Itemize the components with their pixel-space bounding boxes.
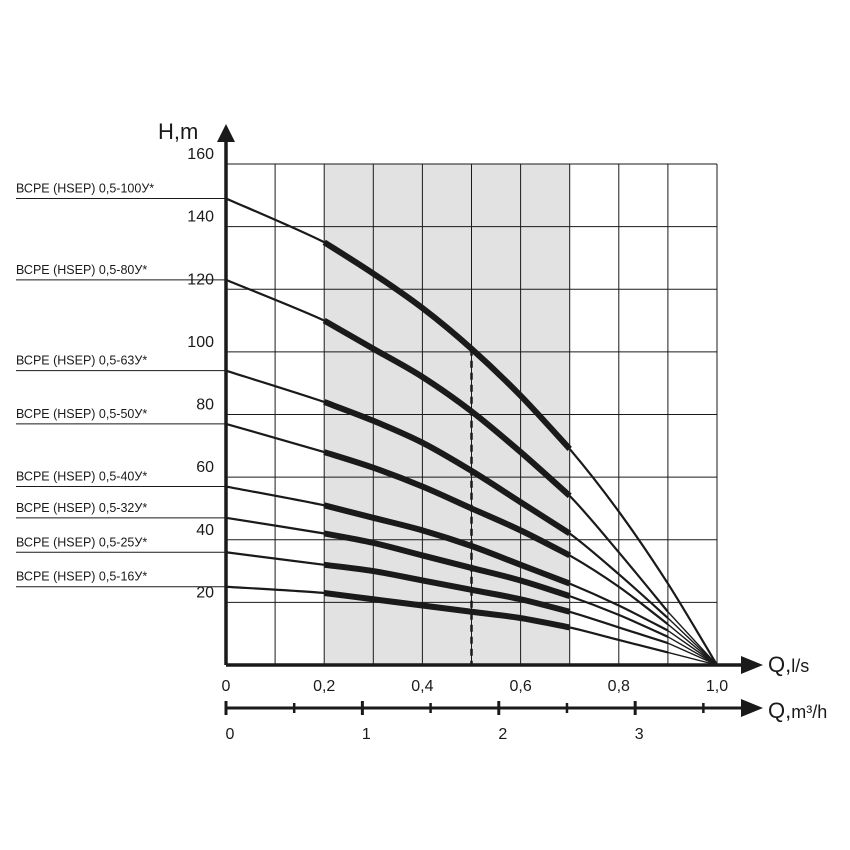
secondary-x-axis-unit: m³/h bbox=[791, 702, 827, 722]
curve-tail-2 bbox=[667, 611, 718, 666]
axes bbox=[217, 124, 763, 717]
x-tick-label: 0,4 bbox=[411, 678, 433, 695]
curve-tail-3 bbox=[667, 617, 718, 666]
curve-tail-4 bbox=[667, 623, 718, 666]
curve-tail-6 bbox=[667, 636, 718, 666]
series-label-2: ВСРЕ (HSEP) 0,5-80У* bbox=[16, 263, 147, 277]
y-tick-label: 140 bbox=[187, 209, 214, 226]
curve-working-range-4 bbox=[323, 449, 572, 559]
y-tick-label: 20 bbox=[196, 584, 214, 601]
curve-working-range-8 bbox=[323, 590, 571, 631]
curve-working-range-7 bbox=[323, 561, 571, 615]
y-tick-label: 60 bbox=[196, 459, 214, 476]
secondary-x-axis-arrow-icon bbox=[741, 699, 763, 717]
curve-working-range-2 bbox=[322, 317, 572, 499]
x-axis-title-q: Q, bbox=[768, 652, 791, 677]
x-axis-unit: l/s bbox=[791, 656, 809, 676]
series-labels: ВСРЕ (HSEP) 0,5-100У* ВСРЕ (HSEP) 0,5-80У… bbox=[16, 181, 226, 588]
grid bbox=[225, 163, 718, 666]
secondary-x-tick-label: 2 bbox=[498, 726, 507, 743]
series-label-1: ВСРЕ (HSEP) 0,5-100У* bbox=[16, 181, 154, 195]
y-tick-label: 40 bbox=[196, 522, 214, 539]
secondary-x-tick-label: 0 bbox=[226, 726, 235, 743]
x-axis-title: Q,l/s bbox=[768, 652, 809, 677]
y-tick-label: 100 bbox=[187, 334, 214, 351]
y-tick-label: 160 bbox=[187, 146, 214, 163]
y-tick-label: 80 bbox=[196, 397, 214, 414]
x-axis-arrow-icon bbox=[741, 656, 763, 674]
series-label-4: ВСРЕ (HSEP) 0,5-50У* bbox=[16, 407, 147, 421]
series-label-3: ВСРЕ (HSEP) 0,5-63У* bbox=[16, 354, 147, 368]
curve-working-range-5 bbox=[323, 502, 571, 587]
curves bbox=[225, 197, 718, 666]
curve-tail-8 bbox=[667, 651, 718, 666]
curve-tail-5 bbox=[667, 629, 718, 666]
series-label-6: ВСРЕ (HSEP) 0,5-32У* bbox=[16, 501, 147, 515]
series-label-7: ВСРЕ (HSEP) 0,5-25У* bbox=[16, 535, 147, 549]
curve-working-range-6 bbox=[323, 530, 571, 599]
curve-tail-7 bbox=[667, 642, 718, 666]
curve-working-range-3 bbox=[323, 399, 572, 537]
secondary-x-axis-title-q: Q, bbox=[768, 698, 791, 723]
secondary-x-tick-label: 3 bbox=[635, 726, 644, 743]
x-tick-label: 0,2 bbox=[313, 678, 335, 695]
series-label-8: ВСРЕ (HSEP) 0,5-16У* bbox=[16, 570, 147, 584]
series-label-5: ВСРЕ (HSEP) 0,5-40У* bbox=[16, 470, 147, 484]
secondary-x-tick-label: 1 bbox=[362, 726, 371, 743]
y-axis-title: H,m bbox=[158, 119, 198, 144]
x-tick-label: 0 bbox=[222, 678, 231, 695]
curve-working-range-1 bbox=[322, 239, 572, 451]
x-tick-label: 0,8 bbox=[608, 678, 630, 695]
x-tick-label: 0,6 bbox=[509, 678, 531, 695]
secondary-x-axis-title: Q,m³/h bbox=[768, 698, 827, 723]
x-tick-label: 1,0 bbox=[706, 678, 728, 695]
y-axis-arrow-icon bbox=[217, 124, 235, 142]
